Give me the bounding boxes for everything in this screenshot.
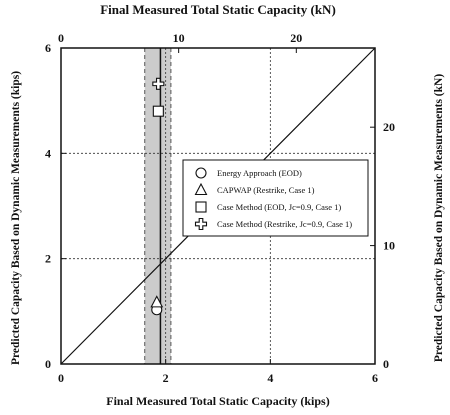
data-point-triangle xyxy=(150,295,164,308)
legend-label: Case Method (Restrike, Jc=0.9, Case 1) xyxy=(217,219,352,229)
x-tick-label: 0 xyxy=(58,371,64,385)
y-tick-label: 4 xyxy=(45,146,51,160)
shaded-band xyxy=(144,48,171,364)
data-point-cross xyxy=(152,77,165,90)
legend-marker-triangle xyxy=(194,182,208,196)
x-tick-label: 2 xyxy=(163,371,169,385)
y-kn-tick-label: 20 xyxy=(383,120,395,134)
y-tick-label: 2 xyxy=(45,252,51,266)
legend-marker-square xyxy=(195,201,207,213)
y-tick-label: 6 xyxy=(45,41,51,55)
y-kn-tick-label: 10 xyxy=(383,239,395,253)
x-kn-tick-label: 20 xyxy=(290,31,302,45)
legend-label: Energy Approach (EOD) xyxy=(217,168,302,178)
legend-label: CAPWAP (Restrike, Case 1) xyxy=(217,185,315,195)
legend-label: Case Method (EOD, Jc=0.9, Case 1) xyxy=(217,202,341,212)
data-point-square xyxy=(152,105,164,117)
y-tick-label: 0 xyxy=(45,357,51,371)
x-tick-label: 4 xyxy=(267,371,273,385)
plot-frame xyxy=(60,47,376,365)
x-kn-tick-label: 0 xyxy=(58,31,64,45)
bottom-axis-title: Final Measured Total Static Capacity (ki… xyxy=(106,394,329,408)
left-axis-title: Predicted Capacity Based on Dynamic Meas… xyxy=(10,71,22,365)
legend-box xyxy=(182,159,369,237)
right-axis-title: Predicted Capacity Based on Dynamic Meas… xyxy=(433,74,445,362)
y-kn-tick-label: 0 xyxy=(383,357,389,371)
x-tick-label: 6 xyxy=(372,371,378,385)
legend-marker-cross xyxy=(194,217,208,231)
x-kn-tick-label: 10 xyxy=(173,31,185,45)
top-axis-title: Final Measured Total Static Capacity (kN… xyxy=(100,2,336,17)
legend-marker-circle xyxy=(195,167,207,179)
